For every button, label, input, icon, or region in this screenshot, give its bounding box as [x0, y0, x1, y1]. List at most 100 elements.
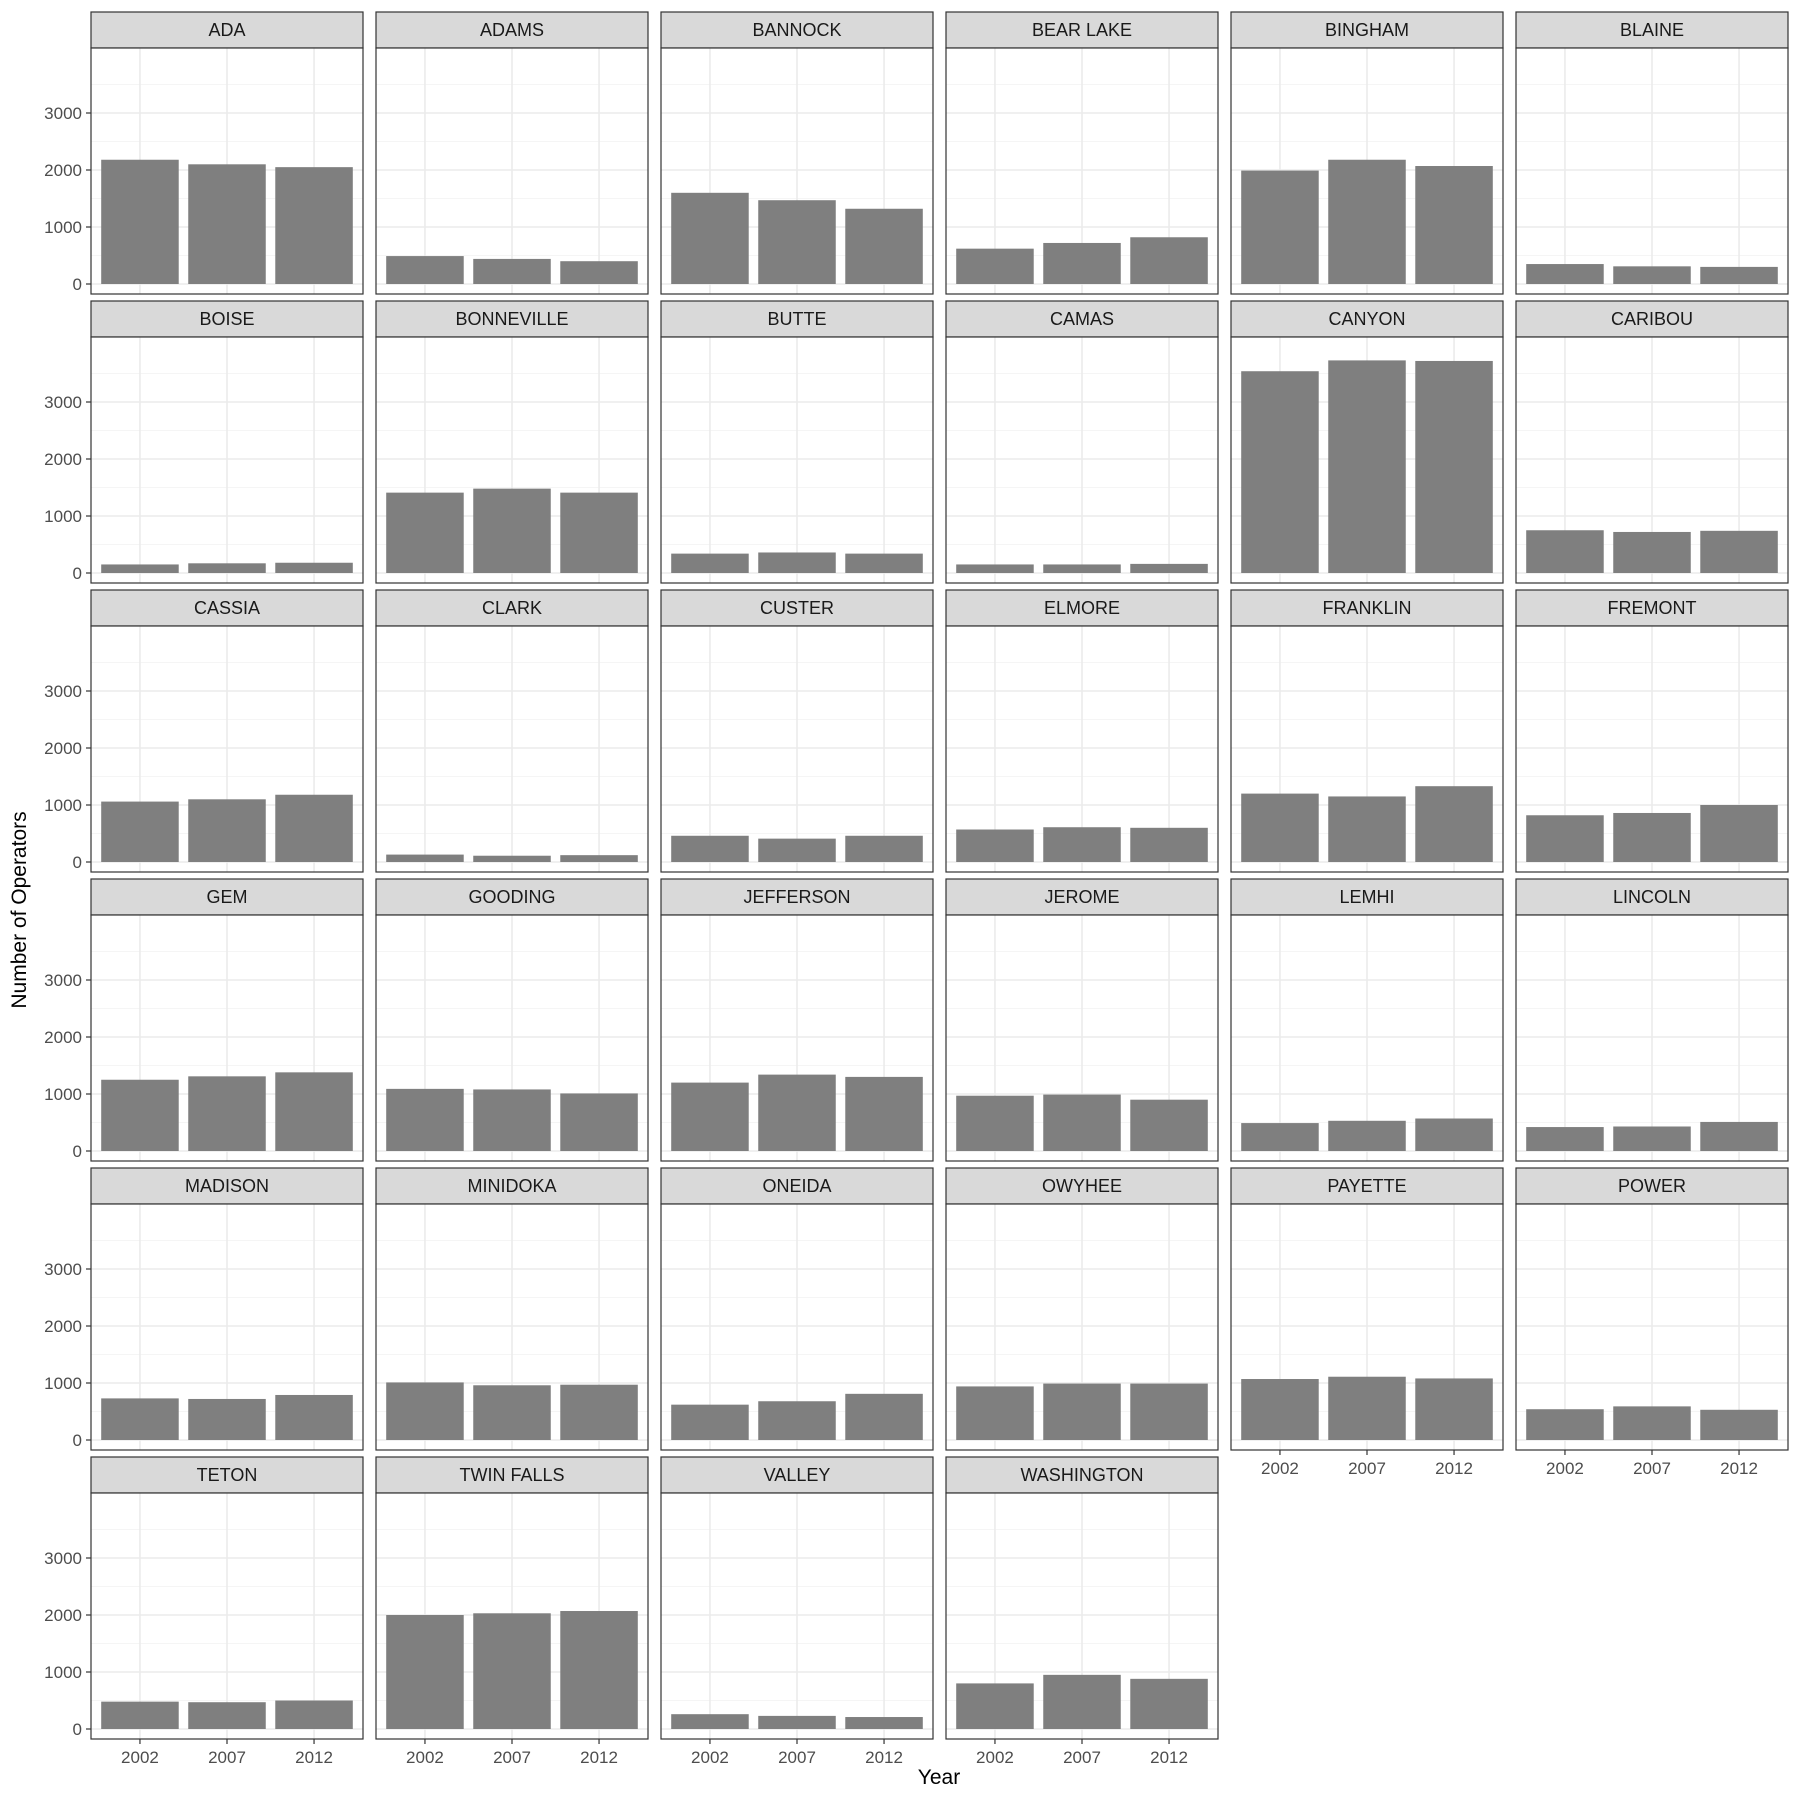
x-tick-label: 2002 — [121, 1748, 159, 1767]
facet-panel: JEFFERSON — [660, 878, 934, 1162]
bar-jerome-2007 — [1043, 1094, 1121, 1151]
bar-teton-2002 — [101, 1701, 179, 1729]
panel-border — [1515, 336, 1789, 584]
bar-bannock-2002 — [671, 192, 749, 284]
y-tick-label: 2000 — [44, 1028, 82, 1047]
bar-blaine-2002 — [1526, 264, 1604, 284]
bar-clark-2012 — [560, 855, 638, 862]
bar-payette-2012 — [1415, 1378, 1493, 1440]
bar-teton-2012 — [275, 1700, 353, 1729]
facet-panel: BUTTE — [660, 300, 934, 584]
panel-border — [945, 1203, 1219, 1451]
bar-adams-2012 — [560, 261, 638, 284]
bar-boise-2007 — [188, 563, 266, 573]
x-tick-label: 2002 — [406, 1748, 444, 1767]
bar-jerome-2012 — [1130, 1099, 1208, 1151]
bar-payette-2007 — [1328, 1376, 1406, 1440]
facet-strip-label: CANYON — [1328, 309, 1405, 329]
panel-border — [1230, 625, 1504, 873]
panel-border — [1515, 914, 1789, 1162]
bar-jefferson-2002 — [671, 1082, 749, 1151]
bar-blaine-2007 — [1613, 266, 1691, 284]
bar-minidoka-2002 — [386, 1382, 464, 1440]
facet-panel: CUSTER — [660, 589, 934, 873]
y-tick-label: 2000 — [44, 739, 82, 758]
bar-fremont-2012 — [1700, 805, 1778, 862]
facet-strip — [375, 878, 649, 916]
y-tick-label: 0 — [73, 1142, 82, 1161]
x-tick-label: 2012 — [1435, 1459, 1473, 1478]
facet-panel: BINGHAM — [1230, 11, 1504, 295]
panel-border — [1515, 47, 1789, 295]
facet-panel: MINIDOKA — [375, 1167, 649, 1451]
facet-strip-label: CASSIA — [194, 598, 260, 618]
facet-panel: ADAMS — [375, 11, 649, 295]
facet-strip — [375, 300, 649, 338]
bar-ada-2002 — [101, 159, 179, 284]
facet-strip — [1515, 11, 1789, 49]
facet-strip-label: ADA — [208, 20, 245, 40]
facet-strip-label: BINGHAM — [1325, 20, 1409, 40]
bar-elmore-2007 — [1043, 827, 1121, 862]
facet-panel: ELMORE — [945, 589, 1219, 873]
facet-panel: OWYHEE — [945, 1167, 1219, 1451]
facet-strip — [1230, 11, 1504, 49]
bar-teton-2007 — [188, 1702, 266, 1729]
bar-fremont-2002 — [1526, 815, 1604, 862]
bar-bannock-2012 — [845, 208, 923, 284]
panel-border — [945, 625, 1219, 873]
panel-border — [375, 914, 649, 1162]
bar-franklin-2007 — [1328, 796, 1406, 862]
facet-panel: CLARK — [375, 589, 649, 873]
x-tick-label: 2002 — [1546, 1459, 1584, 1478]
y-tick-label: 0 — [73, 275, 82, 294]
panel-border — [90, 47, 364, 295]
bar-valley-2002 — [671, 1714, 749, 1729]
bar-franklin-2002 — [1241, 793, 1319, 862]
bar-bannock-2007 — [758, 200, 836, 284]
x-tick-label: 2002 — [976, 1748, 1014, 1767]
bar-bear-lake-2002 — [956, 248, 1034, 284]
facet-strip-label: ELMORE — [1044, 598, 1120, 618]
facet-panel: CAMAS — [945, 300, 1219, 584]
facet-panel: BEAR LAKE — [945, 11, 1219, 295]
bar-clark-2007 — [473, 855, 551, 862]
bar-gooding-2002 — [386, 1088, 464, 1151]
bar-washington-2002 — [956, 1683, 1034, 1729]
y-tick-label: 1000 — [44, 796, 82, 815]
bar-jefferson-2007 — [758, 1074, 836, 1151]
facet-strip-label: POWER — [1618, 1176, 1686, 1196]
bar-oneida-2002 — [671, 1404, 749, 1440]
facet-strip — [1230, 878, 1504, 916]
facet-panel: GEM — [90, 878, 364, 1162]
panel-border — [660, 1203, 934, 1451]
facet-panel: CANYON — [1230, 300, 1504, 584]
facet-strip-label: CARIBOU — [1611, 309, 1693, 329]
facet-panel: GOODING — [375, 878, 649, 1162]
facet-strip — [945, 589, 1219, 627]
bar-camas-2002 — [956, 564, 1034, 573]
facet-strip — [375, 589, 649, 627]
bar-ada-2012 — [275, 167, 353, 284]
facet-panel: VALLEY — [660, 1456, 934, 1740]
bar-custer-2002 — [671, 835, 749, 862]
facet-strip — [945, 1167, 1219, 1205]
panel-border — [1230, 914, 1504, 1162]
panel-border — [1515, 625, 1789, 873]
x-tick-label: 2007 — [1063, 1748, 1101, 1767]
facet-strip — [660, 300, 934, 338]
bar-butte-2012 — [845, 553, 923, 573]
y-tick-label: 2000 — [44, 161, 82, 180]
facet-strip-label: VALLEY — [764, 1465, 831, 1485]
x-tick-label: 2007 — [1633, 1459, 1671, 1478]
facet-strip — [1230, 589, 1504, 627]
bar-washington-2007 — [1043, 1674, 1121, 1729]
facet-strip-label: BLAINE — [1620, 20, 1684, 40]
y-tick-label: 3000 — [44, 104, 82, 123]
bar-fremont-2007 — [1613, 812, 1691, 862]
facet-strip-label: GEM — [206, 887, 247, 907]
bar-bear-lake-2007 — [1043, 242, 1121, 284]
bar-oneida-2007 — [758, 1401, 836, 1440]
facet-panel: TETON — [90, 1456, 364, 1740]
bar-washington-2012 — [1130, 1678, 1208, 1729]
